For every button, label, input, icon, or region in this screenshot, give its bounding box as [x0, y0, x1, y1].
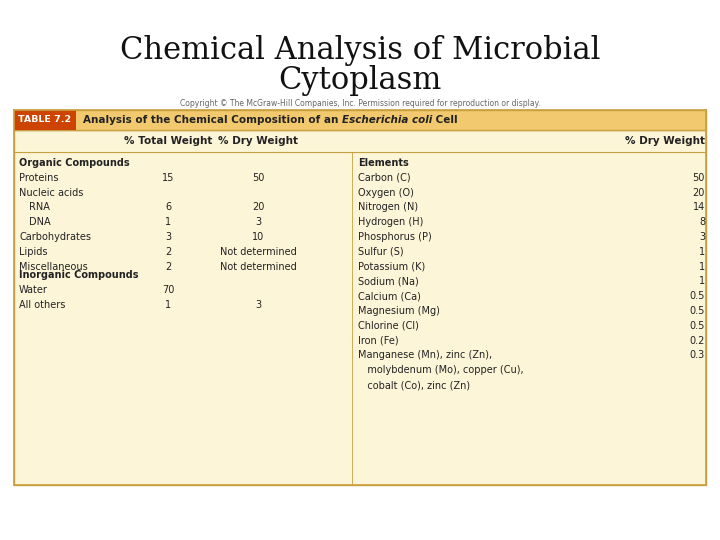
FancyBboxPatch shape [14, 110, 76, 130]
Text: Not determined: Not determined [220, 247, 297, 257]
Text: Iron (Fe): Iron (Fe) [358, 335, 399, 346]
Text: 3: 3 [255, 217, 261, 227]
Text: Cell: Cell [432, 115, 458, 125]
FancyBboxPatch shape [14, 110, 706, 130]
Text: Sulfur (S): Sulfur (S) [358, 247, 404, 257]
Text: 1: 1 [699, 276, 705, 286]
Text: Analysis of the Chemical Composition of an: Analysis of the Chemical Composition of … [83, 115, 342, 125]
Text: Magnesium (Mg): Magnesium (Mg) [358, 306, 440, 316]
Text: Phosphorus (P): Phosphorus (P) [358, 232, 432, 242]
Text: 70: 70 [162, 285, 174, 295]
Text: Nucleic acids: Nucleic acids [19, 187, 84, 198]
Text: 50: 50 [252, 173, 264, 183]
Text: Organic Compounds: Organic Compounds [19, 158, 130, 168]
Text: 1: 1 [165, 300, 171, 310]
Text: Hydrogen (H): Hydrogen (H) [358, 217, 423, 227]
FancyBboxPatch shape [14, 130, 706, 485]
Text: 1: 1 [165, 217, 171, 227]
Text: Escherichia coli: Escherichia coli [342, 115, 432, 125]
Text: 3: 3 [699, 232, 705, 242]
Text: Inorganic Compounds: Inorganic Compounds [19, 271, 138, 280]
Text: 0.5: 0.5 [690, 291, 705, 301]
Text: 50: 50 [693, 173, 705, 183]
Text: DNA: DNA [29, 217, 50, 227]
Text: Proteins: Proteins [19, 173, 58, 183]
Text: Carbohydrates: Carbohydrates [19, 232, 91, 242]
Text: 1: 1 [699, 247, 705, 257]
Text: 2: 2 [165, 247, 171, 257]
Text: Manganese (Mn), zinc (Zn),: Manganese (Mn), zinc (Zn), [358, 350, 492, 360]
Text: Chlorine (Cl): Chlorine (Cl) [358, 321, 419, 331]
Text: Cytoplasm: Cytoplasm [279, 64, 441, 96]
Text: 1: 1 [699, 261, 705, 272]
Text: Elements: Elements [358, 158, 409, 168]
Text: cobalt (Co), zinc (Zn): cobalt (Co), zinc (Zn) [358, 380, 470, 390]
Text: molybdenum (Mo), copper (Cu),: molybdenum (Mo), copper (Cu), [358, 365, 523, 375]
Text: 6: 6 [165, 202, 171, 212]
Text: 3: 3 [255, 300, 261, 310]
Text: Copyright © The McGraw-Hill Companies, Inc. Permission required for reproduction: Copyright © The McGraw-Hill Companies, I… [180, 98, 540, 107]
Text: 0.5: 0.5 [690, 306, 705, 316]
Text: Potassium (K): Potassium (K) [358, 261, 426, 272]
Text: 0.2: 0.2 [690, 335, 705, 346]
Text: RNA: RNA [29, 202, 50, 212]
Text: 14: 14 [693, 202, 705, 212]
Text: 10: 10 [252, 232, 264, 242]
Text: Oxygen (O): Oxygen (O) [358, 187, 414, 198]
Text: 3: 3 [165, 232, 171, 242]
Text: Water: Water [19, 285, 48, 295]
Text: 8: 8 [699, 217, 705, 227]
Text: % Total Weight: % Total Weight [124, 136, 212, 146]
Text: Carbon (C): Carbon (C) [358, 173, 410, 183]
Text: All others: All others [19, 300, 66, 310]
Text: Lipids: Lipids [19, 247, 48, 257]
Text: % Dry Weight: % Dry Weight [625, 136, 705, 146]
Text: 15: 15 [162, 173, 174, 183]
Text: 20: 20 [693, 187, 705, 198]
Text: Chemical Analysis of Microbial: Chemical Analysis of Microbial [120, 35, 600, 65]
Text: 0.3: 0.3 [690, 350, 705, 360]
Text: Not determined: Not determined [220, 261, 297, 272]
Text: 2: 2 [165, 261, 171, 272]
Text: Miscellaneous: Miscellaneous [19, 261, 88, 272]
Text: Nitrogen (N): Nitrogen (N) [358, 202, 418, 212]
Text: 20: 20 [252, 202, 264, 212]
Text: Calcium (Ca): Calcium (Ca) [358, 291, 421, 301]
Text: TABLE 7.2: TABLE 7.2 [19, 116, 71, 125]
Text: % Dry Weight: % Dry Weight [218, 136, 298, 146]
Text: 0.5: 0.5 [690, 321, 705, 331]
Text: Sodium (Na): Sodium (Na) [358, 276, 419, 286]
